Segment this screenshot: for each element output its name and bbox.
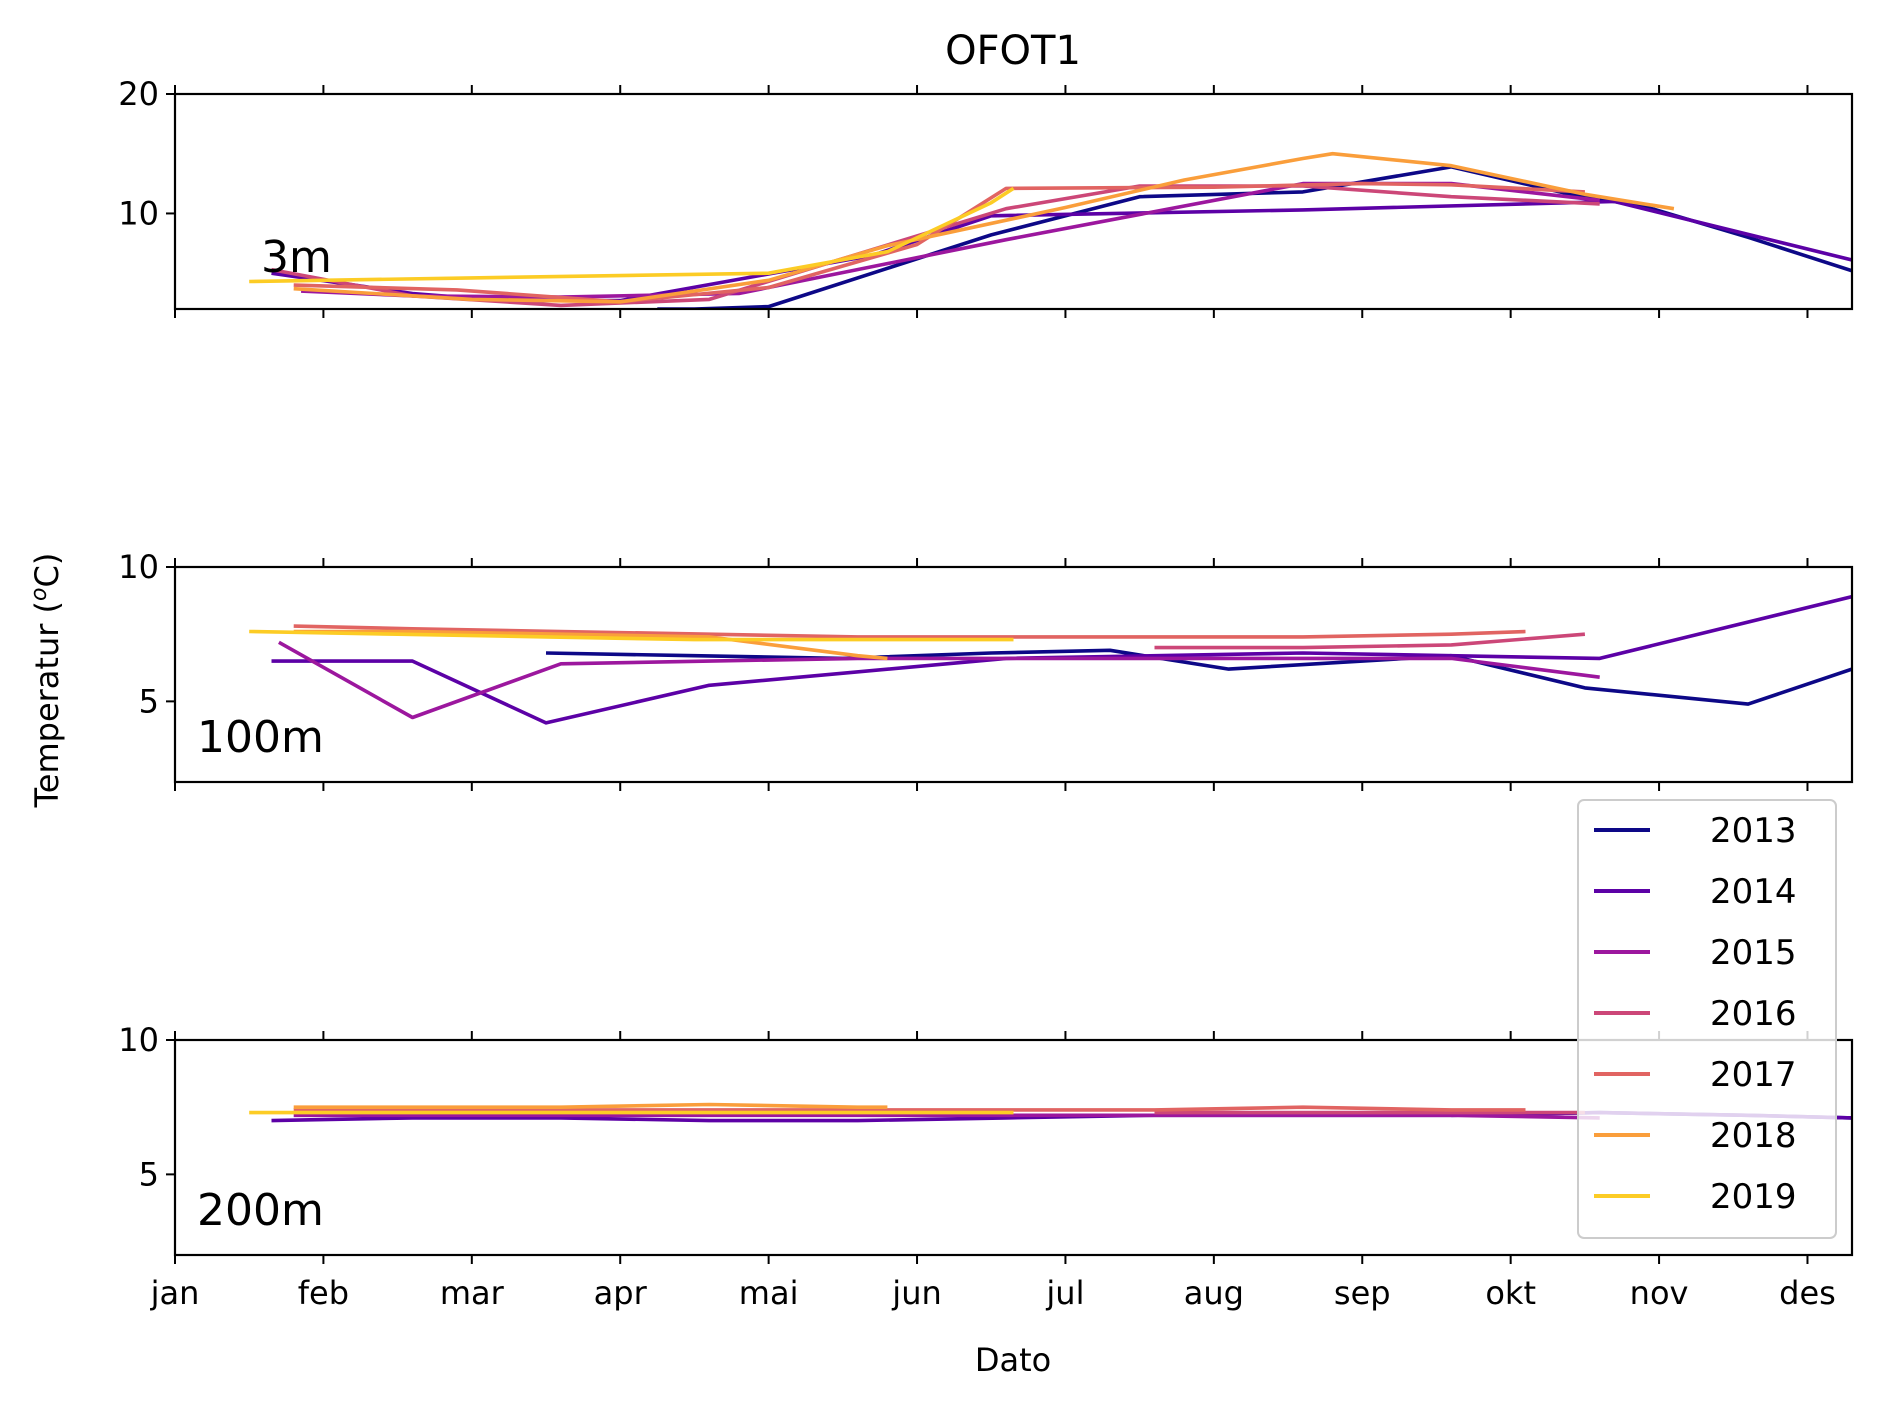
panel-series-group [249, 151, 1852, 309]
legend-label: 2016 [1710, 994, 1797, 1034]
x-tick-label: nov [1630, 1274, 1689, 1312]
y-tick-label: 20 [118, 75, 159, 113]
x-tick-label: sep [1334, 1274, 1391, 1312]
x-tick-label: mar [440, 1274, 505, 1312]
panel-series-group [249, 1102, 1852, 1123]
legend-item-2014: 2014 [1594, 872, 1797, 912]
x-axis-label: Dato [975, 1341, 1051, 1379]
series-line-2016 [1154, 632, 1586, 650]
x-tick-label: jul [1045, 1274, 1084, 1312]
y-tick-label: 5 [139, 1155, 159, 1193]
x-tick-label: aug [1184, 1274, 1244, 1312]
legend-item-2013: 2013 [1594, 811, 1797, 851]
x-tick-label: jan [150, 1274, 200, 1312]
legend-item-2018: 2018 [1594, 1116, 1797, 1156]
x-tick-label: feb [298, 1274, 349, 1312]
legend-label: 2013 [1710, 811, 1797, 851]
series-line-2019 [249, 629, 1014, 642]
series-line-2016 [271, 184, 1600, 308]
panel-100m: 5 10 100m [118, 548, 1854, 791]
x-tick-label: jun [891, 1274, 941, 1312]
panels: 10 20 3m 5 10 100m jan feb mar apr mai jun jul aug sep… [118, 75, 1854, 1312]
legend-box [1577, 799, 1837, 1239]
legend-item-2019: 2019 [1594, 1177, 1797, 1217]
series-line-2013 [657, 165, 1852, 309]
y-axis-label-main: Temperatur ( [28, 601, 66, 808]
series-line-2018 [293, 629, 888, 661]
panel-label: 3m [261, 232, 332, 283]
series-line-2019 [249, 186, 1015, 284]
y-axis-label-unit: C) [28, 553, 66, 588]
legend-item-2017: 2017 [1594, 1055, 1797, 1095]
panel-frame [173, 1038, 1854, 1257]
y-axis-label: Temperatur (oC) [27, 553, 66, 809]
panel-frame [173, 565, 1854, 784]
series-line-2017 [293, 624, 1526, 639]
series-line-2015 [278, 640, 1600, 720]
series-line-2015 [301, 181, 1600, 299]
legend-label: 2015 [1710, 933, 1797, 973]
panel-label: 200m [197, 1185, 324, 1236]
panel-frame [173, 92, 1854, 311]
series-line-2017 [293, 1105, 1526, 1112]
chart-title: OFOT1 [945, 28, 1081, 74]
panel-200m: jan feb mar apr mai jun jul aug sep okt nov des 5 10 2… [118, 1021, 1854, 1312]
legend-item-2016: 2016 [1594, 994, 1797, 1034]
x-tick-label: okt [1485, 1274, 1536, 1312]
legend-label: 2017 [1710, 1055, 1797, 1095]
x-tick-label: apr [594, 1274, 648, 1312]
y-tick-label: 10 [118, 1021, 159, 1059]
series-line-2017 [293, 181, 1585, 304]
y-tick-label: 10 [118, 548, 159, 586]
legend-label: 2018 [1710, 1116, 1797, 1156]
y-tick-label: 10 [118, 194, 159, 232]
panel-label: 100m [197, 712, 324, 763]
y-tick-label: 5 [139, 682, 159, 720]
series-line-2015 [293, 1113, 1600, 1120]
legend-label: 2019 [1710, 1177, 1797, 1217]
legend: 2013 2014 2015 2016 2017 2018 2019 [1577, 799, 1837, 1239]
legend-item-2015: 2015 [1594, 933, 1797, 973]
x-tick-label: des [1779, 1274, 1836, 1312]
series-line-2014 [271, 594, 1852, 725]
panel-3m: 10 20 3m [118, 75, 1854, 318]
legend-label: 2014 [1710, 872, 1797, 912]
series-line-2018 [293, 151, 1675, 304]
x-tick-label: mai [739, 1274, 799, 1312]
panel-series-group [249, 594, 1852, 725]
y-axis-label-superscript: o [27, 587, 52, 600]
series-line-2018 [293, 1102, 888, 1109]
